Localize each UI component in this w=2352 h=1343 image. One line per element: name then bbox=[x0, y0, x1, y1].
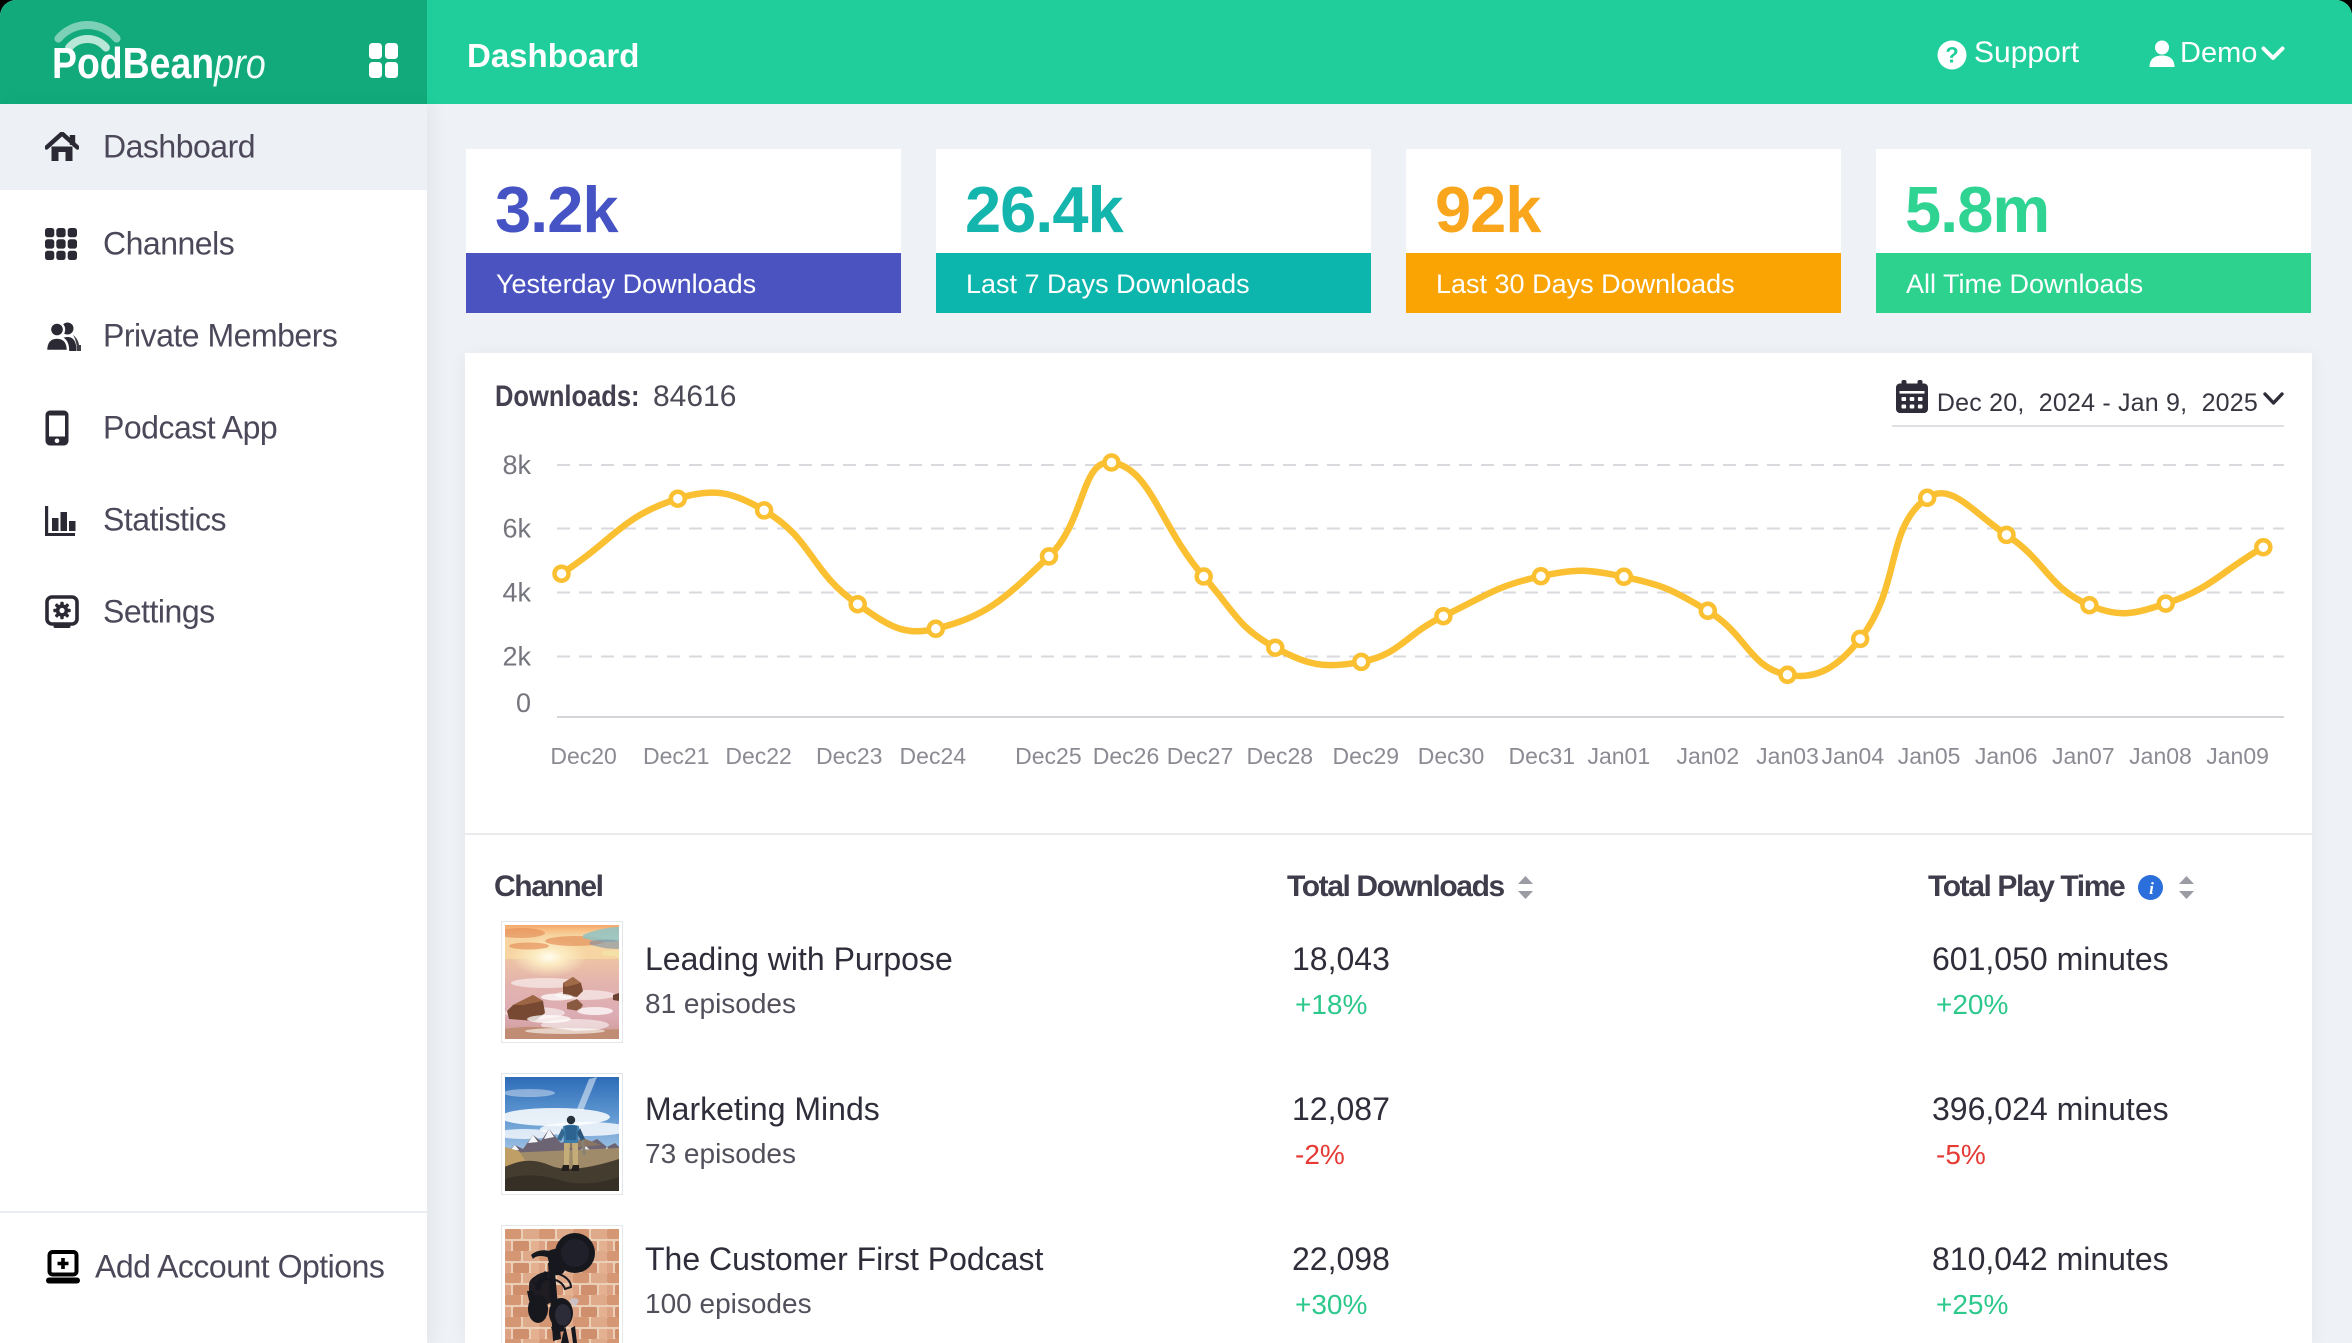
svg-text:4k: 4k bbox=[502, 578, 531, 608]
svg-text:Dec21: Dec21 bbox=[643, 743, 709, 769]
svg-text:?: ? bbox=[1945, 43, 1958, 68]
svg-text:Dec30: Dec30 bbox=[1418, 743, 1484, 769]
svg-text:Jan03: Jan03 bbox=[1756, 743, 1819, 769]
svg-text:8k: 8k bbox=[502, 450, 531, 480]
svg-text:Dec27: Dec27 bbox=[1167, 743, 1233, 769]
svg-text:Dec24: Dec24 bbox=[900, 743, 967, 769]
svg-text:i: i bbox=[2149, 879, 2154, 898]
svg-text:Jan06: Jan06 bbox=[1975, 743, 2038, 769]
svg-text:Dec29: Dec29 bbox=[1333, 743, 1399, 769]
svg-text:Dec28: Dec28 bbox=[1247, 743, 1313, 769]
svg-text:Jan07: Jan07 bbox=[2052, 743, 2115, 769]
svg-text:Jan01: Jan01 bbox=[1587, 743, 1650, 769]
svg-text:Dec26: Dec26 bbox=[1093, 743, 1159, 769]
svg-text:Jan05: Jan05 bbox=[1898, 743, 1961, 769]
svg-text:2k: 2k bbox=[502, 642, 531, 672]
svg-text:6k: 6k bbox=[502, 514, 531, 544]
svg-text:Dec31: Dec31 bbox=[1509, 743, 1575, 769]
svg-text:Dec25: Dec25 bbox=[1015, 743, 1081, 769]
svg-text:0: 0 bbox=[516, 688, 531, 718]
svg-text:Jan09: Jan09 bbox=[2206, 743, 2269, 769]
svg-text:Jan08: Jan08 bbox=[2129, 743, 2192, 769]
svg-text:Dec23: Dec23 bbox=[816, 743, 882, 769]
svg-text:Jan04: Jan04 bbox=[1821, 743, 1884, 769]
svg-text:Dec20: Dec20 bbox=[550, 743, 616, 769]
svg-text:Jan02: Jan02 bbox=[1676, 743, 1739, 769]
svg-text:Dec22: Dec22 bbox=[725, 743, 791, 769]
